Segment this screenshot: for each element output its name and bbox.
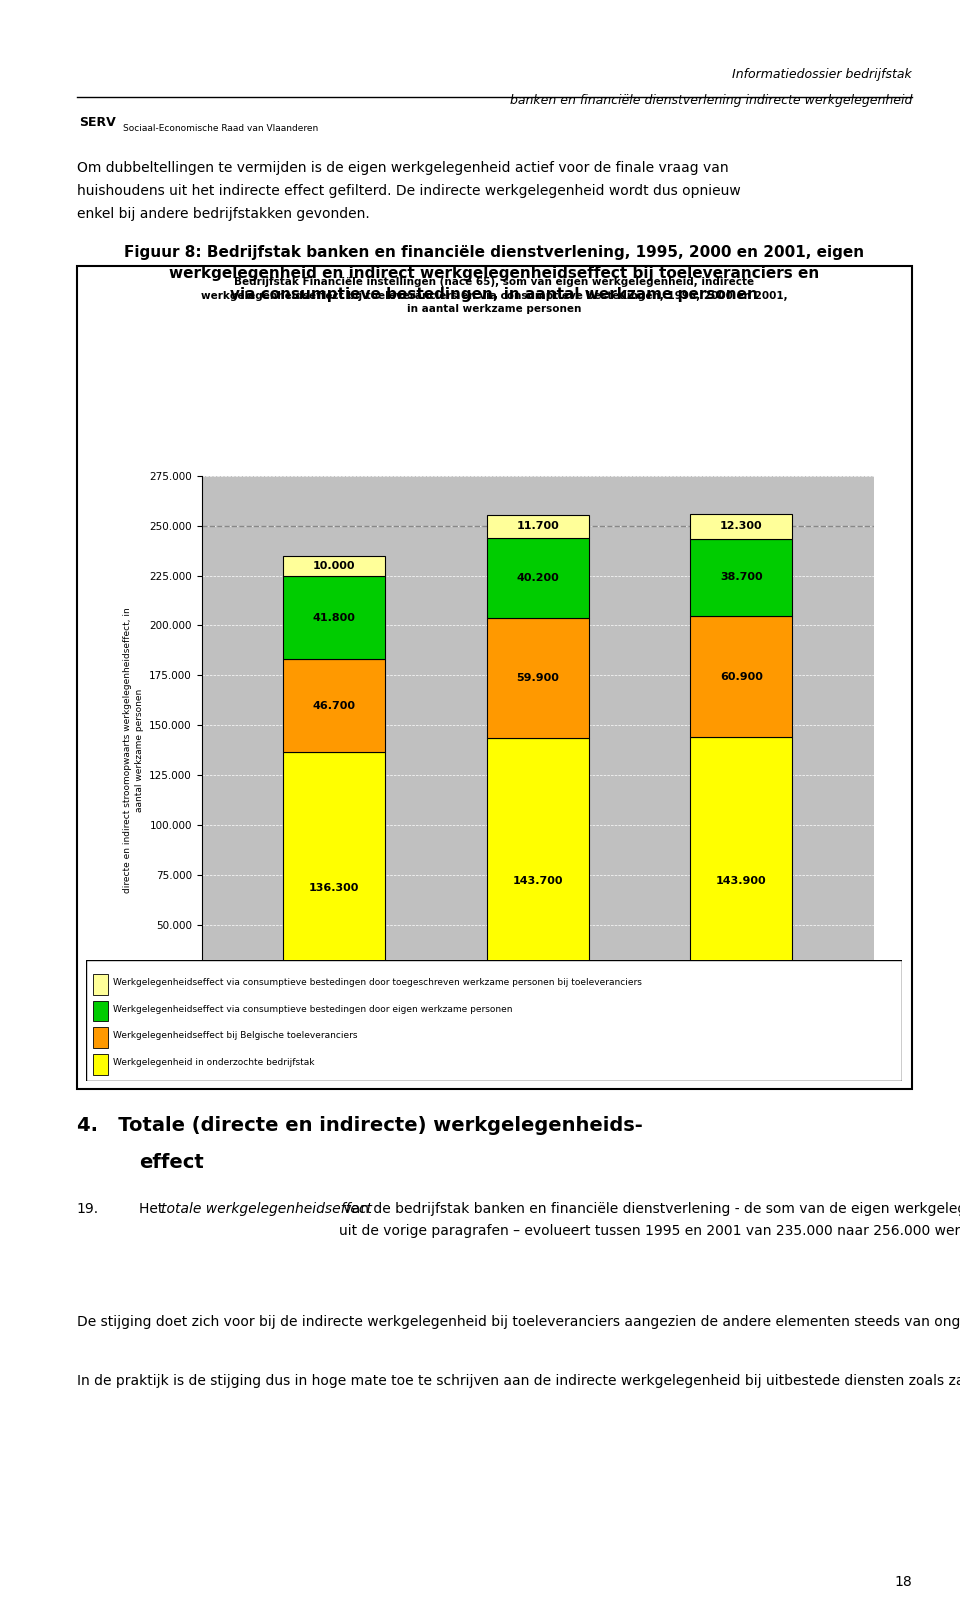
- Text: 143.700: 143.700: [513, 876, 563, 886]
- Bar: [690, 737, 792, 1024]
- Text: 60.900: 60.900: [720, 671, 762, 682]
- Text: Werkgelegenheidseffect bij Belgische toeleveranciers: Werkgelegenheidseffect bij Belgische toe…: [113, 1031, 358, 1040]
- Text: 12.300: 12.300: [720, 521, 762, 531]
- Bar: [690, 616, 792, 737]
- FancyBboxPatch shape: [93, 1027, 108, 1048]
- FancyBboxPatch shape: [93, 1055, 108, 1074]
- Text: Informatiedossier bedrijfstak: Informatiedossier bedrijfstak: [732, 68, 912, 81]
- Text: In de praktijk is de stijging dus in hoge mate toe te schrijven aan de indirecte: In de praktijk is de stijging dus in hog…: [77, 1374, 960, 1389]
- FancyBboxPatch shape: [93, 974, 108, 995]
- Text: Om dubbeltellingen te vermijden is de eigen werkgelegenheid actief voor de final: Om dubbeltellingen te vermijden is de ei…: [77, 161, 740, 221]
- Text: Werkgelegenheid in onderzochte bedrijfstak: Werkgelegenheid in onderzochte bedrijfst…: [113, 1058, 315, 1068]
- Text: 4.   Totale (directe en indirecte) werkgelegenheids-: 4. Totale (directe en indirecte) werkgel…: [77, 1116, 642, 1136]
- Bar: [690, 515, 792, 539]
- FancyBboxPatch shape: [93, 1000, 108, 1021]
- Y-axis label: directe en indirect stroomopwaarts werkgelegenheidseffect, in
aantal werkzame pe: directe en indirect stroomopwaarts werkg…: [123, 606, 144, 894]
- Text: 136.300: 136.300: [309, 884, 359, 894]
- Text: SERV: SERV: [79, 116, 115, 129]
- Text: 46.700: 46.700: [312, 702, 355, 711]
- Text: totale werkgelegenheidseffect: totale werkgelegenheidseffect: [161, 1202, 372, 1216]
- Text: Sociaal-Economische Raad van Vlaanderen: Sociaal-Economische Raad van Vlaanderen: [123, 124, 318, 134]
- Bar: [283, 660, 385, 752]
- Bar: [283, 556, 385, 576]
- Text: Figuur 8: Bedrijfstak banken en financiële dienstverlening, 1995, 2000 en 2001, : Figuur 8: Bedrijfstak banken en financië…: [125, 245, 864, 302]
- Text: 59.900: 59.900: [516, 673, 559, 682]
- Text: banken en financiële dienstverlening indirecte werkgelegenheid: banken en financiële dienstverlening ind…: [510, 94, 912, 106]
- Bar: [283, 752, 385, 1024]
- Text: 40.200: 40.200: [516, 573, 559, 584]
- Text: Werkgelegenheidseffect via consumptieve bestedingen door toegeschreven werkzame : Werkgelegenheidseffect via consumptieve …: [113, 977, 642, 987]
- Text: 11.700: 11.700: [516, 521, 559, 531]
- Text: 19.: 19.: [77, 1202, 99, 1216]
- Bar: [487, 618, 588, 737]
- Text: Werkgelegenheidseffect via consumptieve bestedingen door eigen werkzame personen: Werkgelegenheidseffect via consumptieve …: [113, 1005, 513, 1015]
- Text: 143.900: 143.900: [716, 876, 766, 886]
- Text: 41.800: 41.800: [313, 613, 355, 623]
- Bar: [283, 576, 385, 660]
- Text: Het: Het: [139, 1202, 168, 1216]
- Bar: [690, 539, 792, 616]
- Text: Bedrijfstak Financiële instellingen (nace 65), som van eigen werkgelegenheid, in: Bedrijfstak Financiële instellingen (nac…: [201, 277, 788, 315]
- Text: 18: 18: [895, 1574, 912, 1589]
- Text: 38.700: 38.700: [720, 573, 762, 582]
- Text: effect: effect: [139, 1153, 204, 1173]
- Text: Sterk door overleg: Sterk door overleg: [66, 66, 155, 76]
- Text: 10.000: 10.000: [313, 561, 355, 571]
- Bar: [487, 539, 588, 618]
- Bar: [487, 737, 588, 1024]
- Bar: [487, 515, 588, 539]
- Text: De stijging doet zich voor bij de indirecte werkgelegenheid bij toeleveranciers : De stijging doet zich voor bij de indire…: [77, 1315, 960, 1329]
- Text: van de bedrijfstak banken en financiële dienstverlening - de som van de eigen we: van de bedrijfstak banken en financiële …: [339, 1202, 960, 1239]
